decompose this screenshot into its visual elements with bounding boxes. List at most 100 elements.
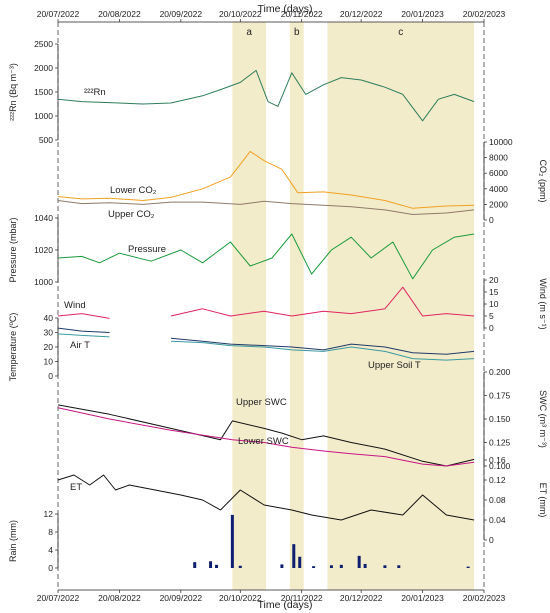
bottom-x-axis-title: Time (days) <box>257 599 312 611</box>
et-y-tick-label: 0.12 <box>489 475 506 485</box>
co2-series-label: Upper CO₂ <box>108 209 155 220</box>
wind-y-tick-label: 10 <box>489 299 499 309</box>
rn-y-axis-label: ²²²Rn (Bq m⁻³) <box>8 63 18 121</box>
temperature-y-tick-label: 40 <box>44 313 54 323</box>
rain-y-tick-label: 8 <box>48 527 53 537</box>
swc-y-tick-label: 0.125 <box>489 438 511 448</box>
rain-bar <box>339 564 343 568</box>
rain-bar <box>329 565 333 568</box>
rain-bar <box>397 565 401 568</box>
bottom-date-tick-label: 20/07/2022 <box>37 593 80 603</box>
rain-bar <box>230 514 234 568</box>
swc-y-tick-label: 0.200 <box>489 367 511 377</box>
pressure-y-tick-label: 1040 <box>34 213 53 223</box>
wind-series-0-line <box>57 286 475 319</box>
wind-y-tick-label: 5 <box>489 311 494 321</box>
temperature-y-tick-label: 10 <box>44 357 54 367</box>
rn-panel: 500 1000 1500 2000 2500 ²²²Rn (Bq m⁻³) ²²²Rn <box>8 39 475 145</box>
co2-series-label: Lower CO₂ <box>110 185 157 196</box>
top-date-tick-label: 20/09/2022 <box>160 9 203 19</box>
wind-y-tick-label: 0 <box>489 323 494 333</box>
swc-y-tick-label: 0.175 <box>489 391 511 401</box>
et-y-axis-label: ET (mm) <box>538 483 548 518</box>
temperature-series-1-line <box>57 333 475 361</box>
wind-y-axis-label: Wind (m s⁻¹) <box>538 278 548 329</box>
rn-y-tick-label: 2000 <box>34 63 53 73</box>
pressure-y-axis-label: Pressure (mbar) <box>8 217 18 282</box>
rain-bar <box>238 565 242 568</box>
top-date-tick-label: 20/02/2023 <box>463 9 506 19</box>
bottom-date-tick-label: 20/02/2023 <box>463 593 506 603</box>
temperature-y-tick-label: 0 <box>48 371 53 381</box>
swc-y-tick-label: 0.150 <box>489 414 511 424</box>
rain-y-tick-label: 4 <box>48 545 53 555</box>
pressure-y-tick-label: 1020 <box>34 245 53 255</box>
period-label-b: b <box>294 27 300 38</box>
rain-y-tick-label: 12 <box>44 509 54 519</box>
bottom-date-tick-label: 20/12/2022 <box>340 593 383 603</box>
bottom-date-tick-label: 20/01/2023 <box>401 593 444 603</box>
top-date-tick-label: 20/10/2022 <box>219 9 262 19</box>
et-panel: 0 0.04 0.08 0.12 0.16 ET (mm) ET <box>57 455 548 545</box>
co2-series-1-line <box>57 200 475 215</box>
top-date-tick-label: 20/12/2022 <box>340 9 383 19</box>
et-y-tick-label: 0.08 <box>489 495 506 505</box>
swc-series-label: Lower SWC <box>238 436 289 447</box>
co2-y-tick-label: 4000 <box>489 184 508 194</box>
period-shading: a b c <box>232 22 475 590</box>
bottom-date-tick-label: 20/11/2022 <box>281 593 323 603</box>
bottom-date-tick-label: 20/08/2022 <box>98 593 141 603</box>
rain-bar <box>292 544 296 568</box>
rain-bar <box>312 566 316 568</box>
temperature-series-label: Upper Soil T <box>368 360 421 371</box>
pressure-panel: 1000 1020 1040 Pressure (mbar) Pressure <box>8 213 475 287</box>
rain-panel: 0 4 8 12 Rain (mm) <box>8 509 470 573</box>
co2-panel: 0 2000 4000 6000 8000 10000 CO₂ (ppm) Lower CO₂… <box>57 137 548 225</box>
swc-panel: 0.100 0.125 0.150 0.175 0.200 SWC (m³ m⁻³) Upp… <box>57 367 548 471</box>
temperature-y-axis-label: Temperature (ºC) <box>8 313 18 382</box>
et-y-tick-label: 0.16 <box>489 455 506 465</box>
shaded-period-a <box>232 22 267 590</box>
bottom-date-tick-label: 20/10/2022 <box>219 593 262 603</box>
rain-bar <box>209 561 213 568</box>
shaded-period-b <box>289 22 304 590</box>
rain-bar <box>298 556 302 568</box>
top-x-axis-title: Time (days) <box>257 3 312 15</box>
rain-bar <box>466 566 470 568</box>
co2-series-0-line <box>57 150 475 209</box>
top-date-tick-label: 20/07/2022 <box>37 9 80 19</box>
swc-series-0-line <box>57 404 475 467</box>
rain-bar <box>363 563 367 568</box>
wind-y-tick-label: 15 <box>489 287 499 297</box>
rn-series-0-line <box>57 69 475 122</box>
swc-series-1-line <box>57 407 475 467</box>
co2-y-tick-label: 8000 <box>489 153 508 163</box>
co2-y-tick-label: 2000 <box>489 199 508 209</box>
rain-bar <box>280 564 284 568</box>
temperature-panel: 0 10 20 30 40 Temperature (ºC) Upper Soil T Air… <box>8 313 475 382</box>
et-series-0-line <box>57 474 475 521</box>
period-label-a: a <box>246 27 252 38</box>
shaded-period-c <box>327 22 475 590</box>
rain-bar <box>357 555 361 568</box>
et-y-tick-label: 0 <box>489 535 494 545</box>
temperature-y-tick-label: 30 <box>44 328 54 338</box>
bottom-date-tick-label: 20/09/2022 <box>160 593 203 603</box>
temperature-y-tick-label: 20 <box>44 342 54 352</box>
wind-panel: 0 5 10 15 20 Wind (m s⁻¹) Wind <box>57 275 548 333</box>
rain-y-tick-label: 0 <box>48 563 53 573</box>
top-date-tick-label: 20/01/2023 <box>401 9 444 19</box>
rn-y-tick-label: 1500 <box>34 87 53 97</box>
rn-y-tick-label: 2500 <box>34 39 53 49</box>
rn-y-tick-label: 1000 <box>34 111 53 121</box>
co2-y-axis-label: CO₂ (ppm) <box>538 160 548 203</box>
rn-y-tick-label: 500 <box>39 135 53 145</box>
rain-bar <box>193 562 197 568</box>
swc-y-axis-label: SWC (m³ m⁻³) <box>538 390 548 448</box>
co2-y-tick-label: 0 <box>489 215 494 225</box>
date-axes: 20/07/2022 20/07/2022 20/08/2022 20/08/2022… <box>37 9 506 603</box>
pressure-y-tick-label: 1000 <box>34 277 53 287</box>
period-label-c: c <box>398 27 403 38</box>
top-date-tick-label: 20/08/2022 <box>98 9 141 19</box>
